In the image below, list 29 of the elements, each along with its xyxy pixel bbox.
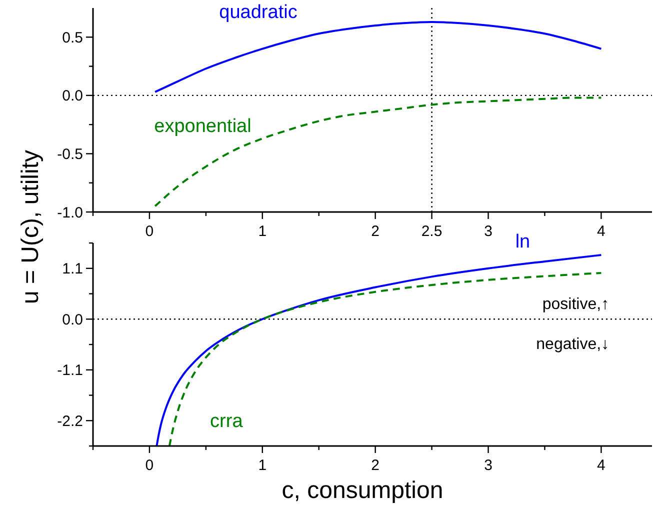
series-label: quadratic: [219, 2, 298, 24]
y-tick-label: -0.5: [57, 146, 83, 163]
series-label: crra: [210, 411, 244, 432]
line-series: [154, 96, 602, 208]
x-tick-label: 3: [484, 457, 492, 474]
y-tick-label: -1.0: [57, 204, 83, 222]
x-axis-title: c, consumption: [282, 477, 444, 504]
annotation: negative,↓: [536, 336, 610, 354]
x-tick-label: 3: [484, 223, 492, 240]
y-tick-label: -1.1: [57, 362, 83, 380]
y-tick-label: 1.1: [62, 260, 83, 278]
y-tick-label: 0.0: [62, 311, 83, 328]
x-tick-label: 0: [145, 457, 154, 474]
series-label: ln: [515, 231, 530, 252]
y-tick-label: 0.5: [62, 29, 83, 46]
x-tick-label: 1: [258, 457, 267, 474]
x-tick-label: 2: [371, 223, 380, 240]
series-label: exponential: [154, 116, 252, 138]
x-tick-label: 0: [145, 223, 154, 240]
x-tick-label: 2.5: [421, 223, 442, 240]
x-tick-label: 1: [258, 223, 267, 240]
x-tick-label: 4: [597, 223, 606, 240]
y-axis-title: u = U(c), utility: [17, 150, 44, 304]
line-series: [154, 20, 602, 93]
y-tick-label: 0.0: [62, 88, 83, 105]
x-tick-label: 2: [371, 457, 380, 474]
y-tick-label: -2.2: [57, 412, 83, 430]
x-tick-label: 4: [597, 457, 606, 474]
annotation: positive,↑: [542, 296, 610, 314]
